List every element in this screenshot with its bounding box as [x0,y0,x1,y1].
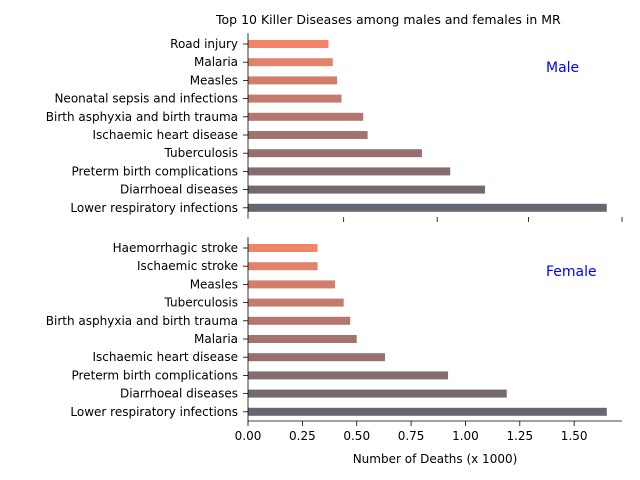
x-tick-label-6: 1.50 [561,429,588,443]
panel-label-male: Male [546,60,579,76]
bar-female-4 [248,316,351,325]
x-tick-label-3: 0.75 [398,429,425,443]
category-label-female-1: Ischaemic stroke [137,259,238,273]
x-tick-label-4: 1.00 [452,429,479,443]
bar-male-3 [248,94,342,103]
bar-female-1 [248,262,318,271]
category-label-male-2: Measles [190,73,238,87]
bar-female-6 [248,353,385,362]
panel-male: Road injury Malaria Measles Neonatal sepsis… [46,33,607,219]
x-tick-label-5: 1.25 [506,429,533,443]
bar-male-2 [248,76,338,85]
category-label-male-3: Neonatal sepsis and infections [54,92,238,106]
category-label-female-8: Diarrhoeal diseases [120,387,238,401]
category-label-female-9: Lower respiratory infections [70,405,238,419]
category-label-female-4: Birth asphyxia and birth trauma [46,314,238,328]
category-label-male-5: Ischaemic heart disease [92,128,238,142]
bar-female-8 [248,389,507,398]
bar-female-5 [248,335,357,343]
category-label-female-7: Preterm birth complications [71,368,238,382]
x-axis: 0.00 0.25 0.50 0.75 1.00 1.25 1.50 [235,217,623,443]
bar-female-2 [248,280,335,289]
category-label-female-2: Measles [190,277,238,291]
category-label-male-9: Lower respiratory infections [70,201,238,215]
category-label-male-8: Diarrhoeal diseases [120,183,238,197]
panel-label-female: Female [546,264,597,280]
bar-male-1 [248,58,333,67]
bar-male-5 [248,131,368,139]
bar-male-9 [248,203,607,212]
category-label-male-1: Malaria [194,55,238,69]
bar-female-3 [248,298,344,307]
category-label-female-0: Haemorrhagic stroke [113,241,238,255]
x-tick-label-2: 0.50 [343,429,370,443]
bar-female-0 [248,244,318,252]
category-label-male-6: Tuberculosis [164,146,239,160]
category-label-female-6: Ischaemic heart disease [92,350,238,364]
category-label-male-4: Birth asphyxia and birth trauma [46,110,238,124]
x-tick-label-1: 0.25 [289,429,316,443]
x-tick-label-0: 0.00 [235,429,262,443]
bar-female-9 [248,407,607,416]
bar-male-6 [248,149,422,158]
bar-male-7 [248,167,451,176]
bar-male-0 [248,40,329,48]
category-label-female-5: Malaria [194,332,238,346]
chart-title: Top 10 Killer Diseases among males and f… [215,12,561,27]
bar-male-4 [248,112,364,121]
category-label-female-3: Tuberculosis [164,296,239,310]
bar-female-7 [248,371,449,380]
panel-female: Haemorrhagic stroke Ischaemic stroke Measl… [46,237,607,423]
bar-male-8 [248,185,486,194]
category-label-male-7: Preterm birth complications [71,164,238,178]
category-label-male-0: Road injury [170,37,238,51]
x-axis-label: Number of Deaths (x 1000) [353,452,518,466]
